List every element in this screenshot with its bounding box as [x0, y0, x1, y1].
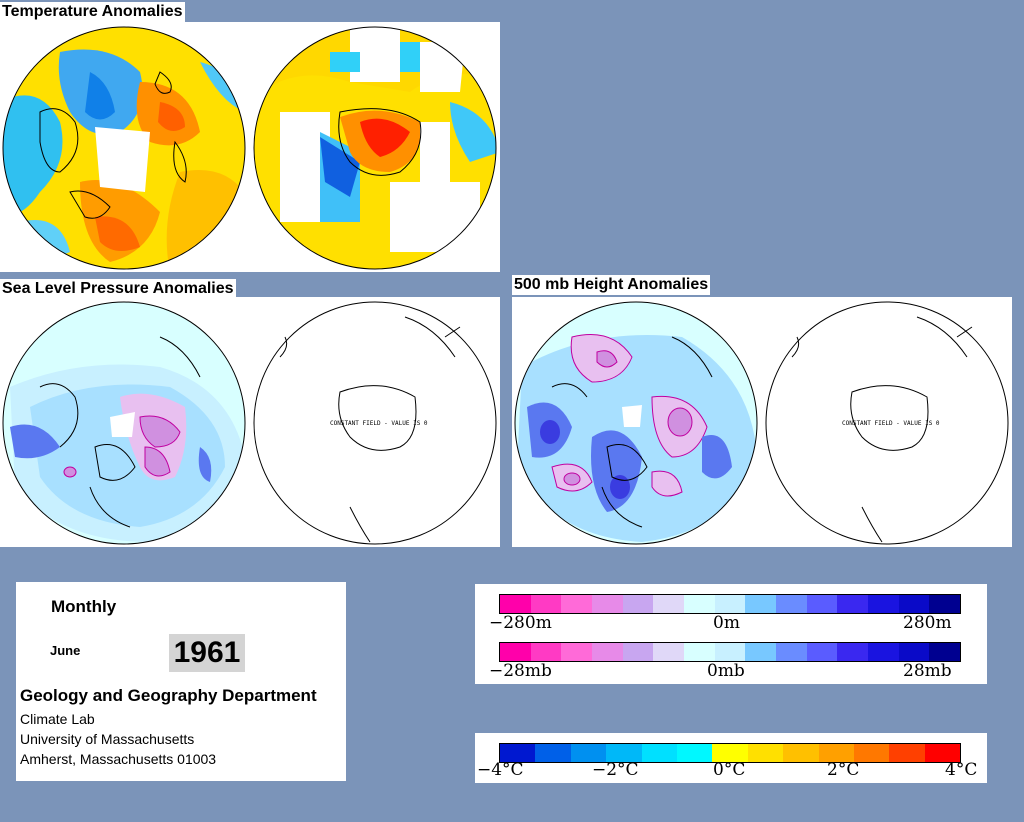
period-mode: Monthly [51, 597, 117, 616]
color-swatch [818, 744, 854, 762]
color-swatch [889, 744, 925, 762]
color-swatch [653, 595, 685, 613]
year-display: 1961 [169, 634, 245, 672]
color-swatch [500, 643, 531, 661]
color-swatch [745, 643, 777, 661]
color-swatch [530, 595, 562, 613]
temperature-globe-north [2, 26, 246, 270]
color-swatch [837, 595, 869, 613]
height-globe-south: CONSTANT FIELD - VALUE IS 0 [765, 301, 1009, 545]
color-swatch [806, 595, 838, 613]
color-swatch [868, 595, 899, 613]
color-swatch [561, 643, 593, 661]
color-swatch [745, 595, 777, 613]
temperature-globe-south [253, 26, 497, 270]
height-color-bar [499, 594, 961, 614]
pressure-color-bar [499, 642, 961, 662]
color-swatch [592, 595, 623, 613]
temperature-legend-label: 2°C [827, 760, 860, 780]
info-box: Monthly June 1961 Geology and Geography … [16, 582, 346, 781]
color-swatch [924, 744, 961, 762]
color-swatch [606, 744, 642, 762]
color-swatch [622, 643, 654, 661]
color-swatch [570, 744, 607, 762]
height-title: 500 mb Height Anomalies [512, 275, 711, 295]
temperature-legend-label: −2°C [592, 760, 639, 780]
color-swatch [929, 643, 961, 661]
color-swatch [747, 744, 784, 762]
color-swatch [776, 643, 807, 661]
address-line: Climate Lab [20, 711, 95, 727]
month-label: June [50, 643, 81, 658]
color-swatch [653, 643, 685, 661]
slp-globe-north [2, 301, 246, 545]
color-swatch [714, 643, 746, 661]
color-swatch [535, 744, 571, 762]
height-globe-north [514, 301, 758, 545]
temperature-legend: −4°C −2°C 0°C 2°C 4°C [475, 733, 987, 783]
address-line: Amherst, Massachusetts 01003 [20, 751, 217, 767]
anomaly-legend: −280m 0m 280m −28mb 0mb 28mb [475, 584, 987, 684]
temperature-legend-label: −4°C [477, 760, 524, 780]
department-name: Geology and Geography Department [20, 686, 317, 705]
pressure-legend-max: 28mb [903, 661, 952, 681]
slp-globe-south: CONSTANT FIELD - VALUE IS 0 [253, 301, 497, 545]
color-swatch [530, 643, 562, 661]
color-swatch [714, 595, 746, 613]
temperature-legend-label: 4°C [945, 760, 978, 780]
pressure-legend-min: −28mb [489, 661, 552, 681]
color-swatch [500, 744, 536, 762]
color-swatch [500, 595, 531, 613]
height-legend-mid: 0m [713, 613, 740, 633]
color-swatch [776, 595, 807, 613]
temperature-title: Temperature Anomalies [0, 2, 185, 22]
color-swatch [868, 643, 899, 661]
color-swatch [783, 744, 819, 762]
height-legend-max: 280m [903, 613, 952, 633]
address-line: University of Massachusetts [20, 731, 195, 747]
temperature-color-bar [499, 743, 961, 763]
color-swatch [929, 595, 961, 613]
color-swatch [561, 595, 593, 613]
color-swatch [712, 744, 748, 762]
color-swatch [684, 595, 715, 613]
temperature-legend-label: 0°C [713, 760, 746, 780]
color-swatch [898, 643, 930, 661]
slp-constant-field-note: CONSTANT FIELD - VALUE IS 0 [330, 420, 428, 427]
color-swatch [837, 643, 869, 661]
color-swatch [641, 744, 677, 762]
color-swatch [622, 595, 654, 613]
color-swatch [676, 744, 713, 762]
height-legend-min: −280m [489, 613, 552, 633]
slp-title: Sea Level Pressure Anomalies [0, 279, 236, 299]
color-swatch [806, 643, 838, 661]
color-swatch [853, 744, 890, 762]
color-swatch [592, 643, 623, 661]
pressure-legend-mid: 0mb [707, 661, 745, 681]
color-swatch [684, 643, 715, 661]
height-constant-field-note: CONSTANT FIELD - VALUE IS 0 [842, 420, 940, 427]
color-swatch [898, 595, 930, 613]
